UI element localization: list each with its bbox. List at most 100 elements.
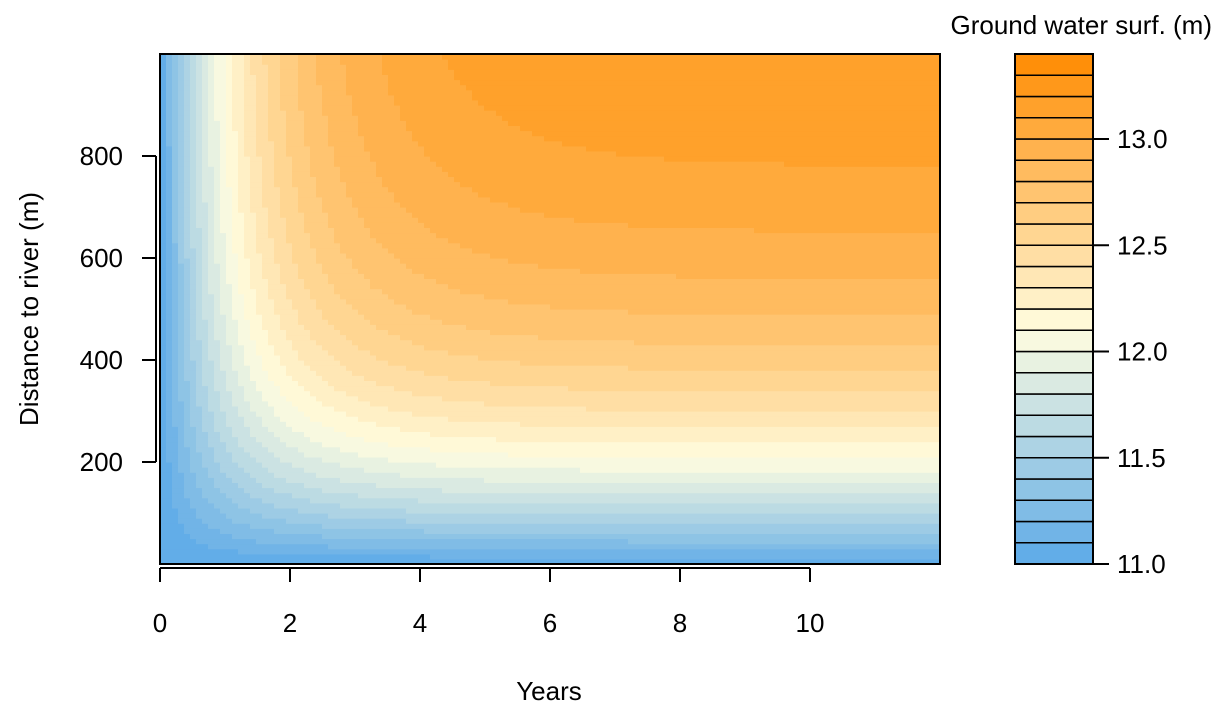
contour-cell bbox=[304, 54, 311, 60]
contour-cell bbox=[454, 120, 461, 126]
contour-cell bbox=[376, 431, 383, 438]
contour-cell bbox=[328, 212, 335, 218]
contour-cell bbox=[280, 166, 287, 172]
contour-cell bbox=[190, 105, 197, 111]
contour-cell bbox=[352, 334, 359, 341]
contour-cell bbox=[352, 268, 359, 274]
contour-cell bbox=[406, 258, 413, 264]
contour-cell bbox=[268, 375, 275, 381]
contour-cell bbox=[340, 426, 347, 432]
contour-cell bbox=[406, 207, 413, 213]
contour-cell bbox=[352, 467, 359, 473]
contour-cell bbox=[262, 303, 269, 310]
contour-cell bbox=[280, 110, 287, 116]
contour-cell bbox=[358, 492, 365, 499]
contour-cell bbox=[232, 360, 239, 366]
contour-cell bbox=[388, 380, 395, 387]
contour-cell bbox=[454, 528, 461, 534]
contour-cell bbox=[166, 191, 173, 198]
contour-cell bbox=[166, 181, 173, 188]
contour-cell bbox=[280, 273, 287, 279]
contour-cell bbox=[400, 314, 407, 320]
contour-cell bbox=[304, 405, 311, 412]
contour-cell bbox=[184, 181, 191, 188]
contour-cell bbox=[316, 186, 323, 193]
contour-cell bbox=[304, 69, 311, 75]
contour-cell bbox=[280, 441, 287, 448]
contour-cell bbox=[166, 125, 173, 132]
contour-cell bbox=[244, 309, 251, 315]
contour-cell bbox=[298, 130, 305, 137]
contour-cell bbox=[208, 303, 215, 310]
contour-cell bbox=[232, 538, 239, 545]
contour-cell bbox=[340, 431, 347, 438]
contour-cell bbox=[208, 553, 215, 560]
contour-cell bbox=[232, 120, 239, 126]
contour-cell bbox=[418, 176, 425, 183]
contour-cell bbox=[226, 191, 233, 198]
contour-cell bbox=[352, 140, 359, 147]
contour-cell bbox=[394, 125, 401, 132]
contour-cell bbox=[172, 375, 179, 381]
contour-cell bbox=[298, 334, 305, 341]
contour-cell bbox=[310, 548, 317, 555]
contour-cell bbox=[388, 59, 395, 65]
contour-cell bbox=[286, 365, 293, 371]
contour-cell bbox=[424, 293, 431, 300]
contour-cell bbox=[190, 84, 197, 91]
contour-cell bbox=[430, 523, 437, 529]
contour-cell bbox=[454, 115, 461, 121]
contour-cell bbox=[406, 196, 413, 203]
contour-cell bbox=[382, 196, 389, 203]
contour-cell bbox=[436, 523, 443, 529]
contour-cell bbox=[172, 416, 179, 422]
contour-cell bbox=[250, 523, 257, 529]
contour-cell bbox=[424, 513, 431, 519]
contour-cell bbox=[250, 212, 257, 218]
contour-cell bbox=[322, 54, 329, 60]
contour-cell bbox=[418, 273, 425, 279]
contour-cell bbox=[388, 360, 395, 366]
contour-cell bbox=[310, 268, 317, 274]
contour-cell bbox=[334, 421, 341, 427]
contour-cell bbox=[286, 232, 293, 239]
contour-cell bbox=[370, 319, 377, 325]
contour-cell bbox=[232, 513, 239, 519]
contour-cell bbox=[388, 329, 395, 336]
contour-cell bbox=[310, 288, 317, 295]
contour-cell bbox=[352, 166, 359, 172]
contour-cell bbox=[358, 145, 365, 152]
contour-cell bbox=[382, 370, 389, 376]
contour-cell bbox=[226, 558, 233, 565]
contour-cell bbox=[256, 518, 263, 524]
contour-cell bbox=[394, 115, 401, 121]
contour-cell bbox=[406, 456, 413, 463]
contour-cell bbox=[454, 293, 461, 300]
contour-cell bbox=[430, 354, 437, 361]
contour-cell bbox=[190, 201, 197, 208]
contour-cell bbox=[196, 446, 203, 453]
contour-cell bbox=[202, 84, 209, 91]
contour-cell bbox=[262, 385, 269, 392]
contour-cell bbox=[304, 273, 311, 279]
contour-cell bbox=[166, 268, 173, 274]
contour-cell bbox=[184, 487, 191, 494]
contour-cell bbox=[352, 548, 359, 555]
contour-cell bbox=[334, 360, 341, 366]
contour-cell bbox=[340, 140, 347, 147]
contour-cell bbox=[340, 145, 347, 152]
contour-cell bbox=[298, 385, 305, 392]
contour-cell bbox=[286, 84, 293, 91]
contour-cell bbox=[406, 166, 413, 172]
contour-cell bbox=[448, 538, 455, 545]
contour-cell bbox=[352, 497, 359, 504]
contour-cell bbox=[244, 94, 251, 101]
contour-cell bbox=[412, 390, 419, 397]
contour-cell bbox=[424, 431, 431, 438]
contour-cell bbox=[406, 553, 413, 560]
contour-cell bbox=[388, 365, 395, 371]
contour-cell bbox=[166, 528, 173, 534]
contour-cell bbox=[418, 227, 425, 234]
contour-cell bbox=[406, 273, 413, 279]
contour-cell bbox=[382, 400, 389, 407]
